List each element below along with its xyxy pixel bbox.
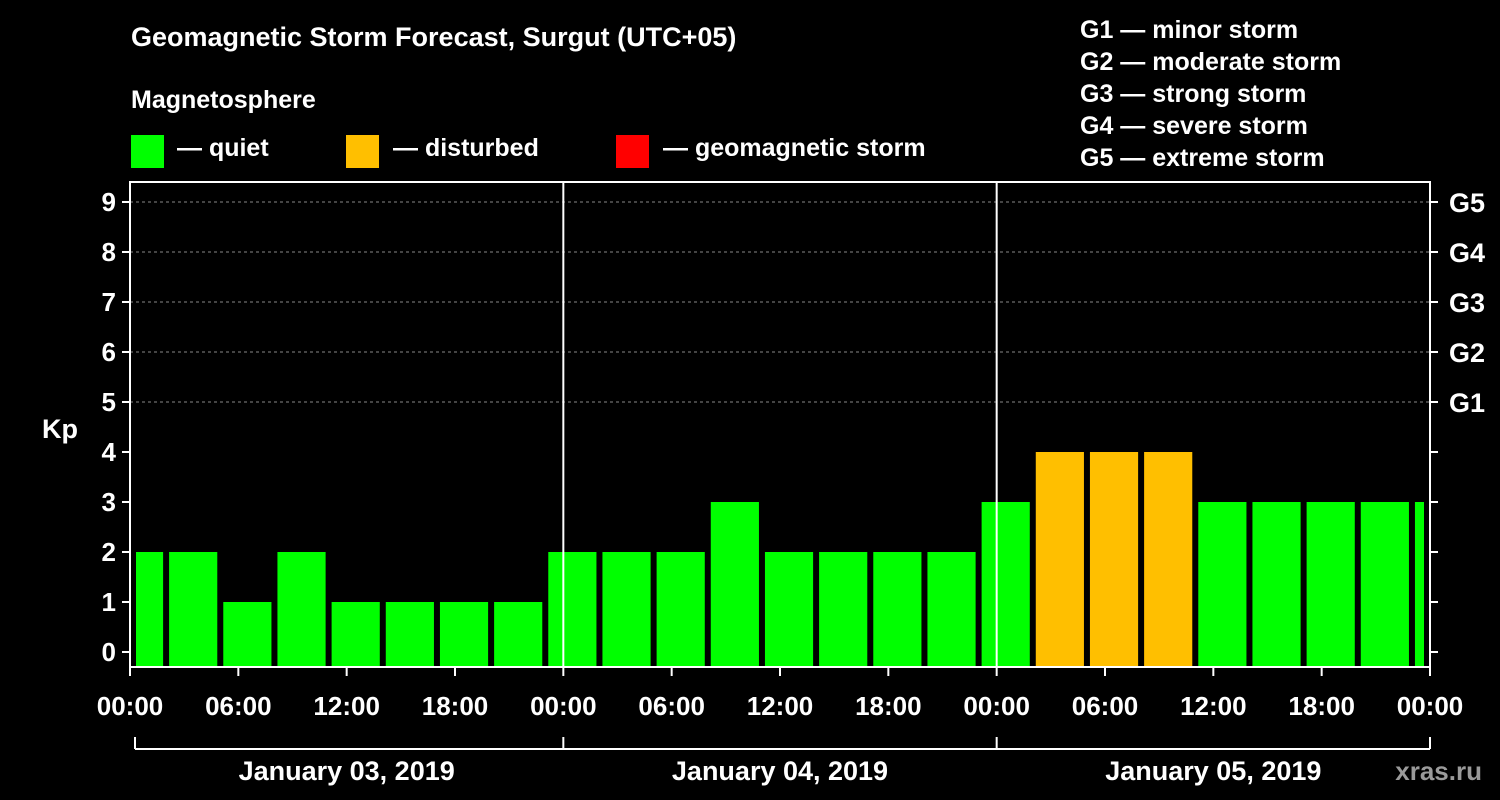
kp-bar (1144, 452, 1193, 667)
y-tick-label: 7 (102, 287, 116, 317)
x-tick-label: 12:00 (747, 691, 814, 721)
y-tick-label: 5 (102, 387, 116, 417)
kp-bar (710, 502, 759, 667)
g4-legend-item: G4 — severe storm (1080, 112, 1308, 140)
kp-bar (385, 602, 434, 667)
legend-swatch-quiet (131, 135, 164, 168)
y-tick-label: 9 (102, 187, 116, 217)
x-tick-label: 18:00 (1288, 691, 1355, 721)
kp-bar (223, 602, 272, 667)
g-scale-label: G2 (1449, 338, 1485, 368)
watermark: xras.ru (1395, 756, 1482, 786)
magnetosphere-legend: — quiet — disturbed — geomagnetic storm (131, 133, 961, 168)
kp-bar (602, 552, 651, 667)
kp-bar (873, 552, 922, 667)
y-tick-label: 3 (102, 487, 116, 517)
chart-title: Geomagnetic Storm Forecast, Surgut (UTC+… (131, 22, 737, 52)
legend-swatch-storm (616, 135, 649, 168)
y-axis-label: Kp (42, 414, 78, 444)
g-scale-label: G5 (1449, 188, 1485, 218)
kp-bar (819, 552, 868, 667)
storm-scale-legend: G1 — minor storm G2 — moderate storm G3 … (1080, 14, 1341, 174)
kp-bar (1414, 502, 1424, 667)
chart-subtitle: Magnetosphere (131, 86, 316, 114)
kp-bar (656, 552, 705, 667)
kp-bar (1198, 502, 1247, 667)
x-tick-label: 18:00 (422, 691, 489, 721)
x-tick-label: 00:00 (963, 691, 1030, 721)
g-scale-label: G1 (1449, 388, 1485, 418)
kp-bar (1306, 502, 1355, 667)
date-label: January 04, 2019 (672, 756, 888, 786)
g2-legend-item: G2 — moderate storm (1080, 48, 1342, 76)
y-tick-label: 8 (102, 237, 116, 267)
x-tick-label: 00:00 (97, 691, 164, 721)
x-tick-label: 18:00 (855, 691, 922, 721)
legend-label-disturbed: — disturbed (393, 134, 539, 162)
kp-bar (439, 602, 489, 667)
y-tick-label: 1 (102, 587, 116, 617)
x-tick-label: 00:00 (1397, 691, 1464, 721)
kp-bar (277, 552, 326, 667)
x-tick-label: 06:00 (1072, 691, 1139, 721)
x-tick-label: 06:00 (205, 691, 272, 721)
date-label: January 03, 2019 (239, 756, 455, 786)
g3-legend-item: G3 — strong storm (1080, 80, 1307, 108)
legend-swatch-disturbed (346, 135, 379, 168)
x-tick-label: 00:00 (530, 691, 597, 721)
y-tick-label: 6 (102, 337, 116, 367)
g-scale-label: G3 (1449, 288, 1485, 318)
date-label: January 05, 2019 (1105, 756, 1321, 786)
kp-bar (927, 552, 976, 667)
kp-bar (981, 502, 1030, 667)
x-tick-label: 12:00 (313, 691, 380, 721)
legend-label-quiet: — quiet (177, 134, 269, 162)
g-scale-label: G4 (1449, 238, 1485, 268)
legend-label-storm: — geomagnetic storm (663, 134, 926, 162)
x-tick-label: 06:00 (638, 691, 705, 721)
kp-bar (548, 552, 597, 667)
kp-bar (136, 552, 164, 667)
x-tick-label: 12:00 (1180, 691, 1247, 721)
y-tick-label: 2 (102, 537, 116, 567)
kp-bar (169, 552, 218, 667)
kp-bar (494, 602, 543, 667)
kp-bar (1035, 452, 1084, 667)
y-tick-label: 0 (102, 637, 116, 667)
kp-bar (1089, 452, 1139, 667)
kp-bar (1252, 502, 1301, 667)
kp-bar (1360, 502, 1409, 667)
kp-bar (764, 552, 814, 667)
kp-bar (331, 602, 380, 667)
g5-legend-item: G5 — extreme storm (1080, 144, 1325, 172)
g1-legend-item: G1 — minor storm (1080, 16, 1299, 44)
y-tick-label: 4 (102, 437, 117, 467)
